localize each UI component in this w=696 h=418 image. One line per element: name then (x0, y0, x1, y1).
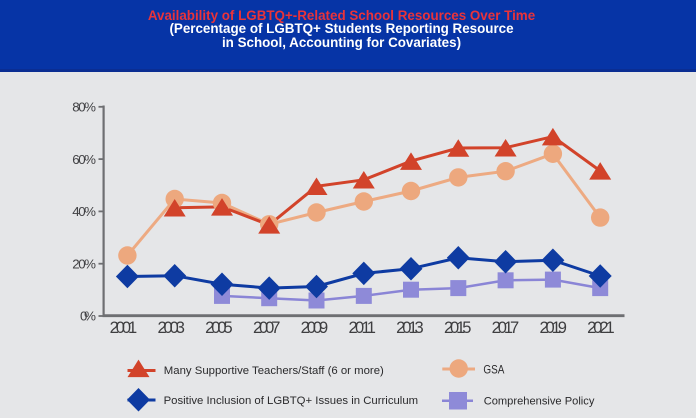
svg-text:0%: 0% (80, 309, 96, 324)
svg-text:20%: 20% (72, 256, 96, 271)
svg-text:2005: 2005 (205, 319, 233, 337)
svg-text:2021: 2021 (587, 319, 615, 337)
svg-text:Comprehensive Policy: Comprehensive Policy (484, 396, 595, 408)
svg-text:2001: 2001 (110, 319, 137, 337)
svg-text:2009: 2009 (301, 319, 329, 337)
svg-text:60%: 60% (72, 152, 96, 167)
svg-text:2019: 2019 (539, 319, 567, 337)
svg-text:2017: 2017 (492, 319, 520, 337)
svg-text:Many Supportive Teachers/Staff: Many Supportive Teachers/Staff (6 or mor… (164, 365, 384, 377)
svg-text:80%: 80% (72, 100, 96, 115)
svg-text:2015: 2015 (444, 319, 472, 337)
svg-text:GSA: GSA (483, 363, 505, 377)
svg-text:2003: 2003 (157, 319, 185, 337)
svg-text:2013: 2013 (396, 319, 424, 337)
svg-text:2007: 2007 (253, 319, 281, 337)
svg-text:2011: 2011 (348, 319, 376, 337)
svg-text:40%: 40% (72, 204, 96, 219)
svg-text:Positive Inclusion of LGBTQ+ I: Positive Inclusion of LGBTQ+ Issues in C… (164, 395, 419, 407)
